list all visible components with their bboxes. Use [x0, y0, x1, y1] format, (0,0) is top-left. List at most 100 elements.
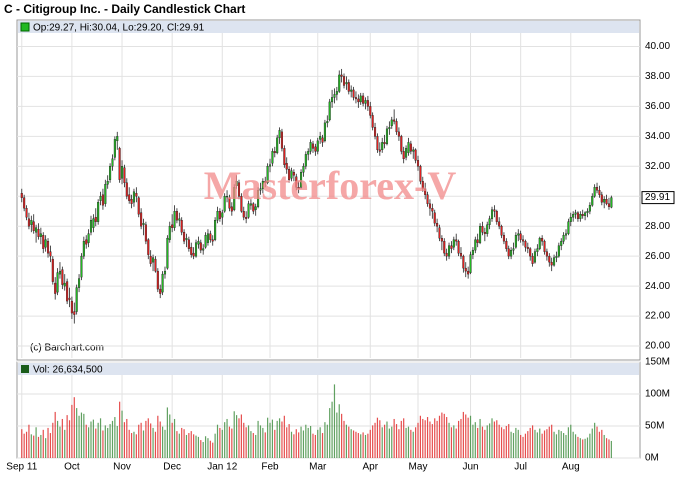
volume-bar	[582, 439, 584, 458]
candle-body	[374, 127, 377, 137]
volume-bar	[157, 415, 159, 458]
candle-body	[161, 273, 164, 293]
candle-body	[25, 208, 28, 218]
volume-bar	[321, 433, 324, 458]
volume-bar	[357, 433, 359, 458]
candle-body	[323, 122, 326, 142]
x-tick-label: Oct	[64, 462, 80, 473]
candle-body	[80, 255, 83, 278]
volume-bar	[372, 425, 374, 458]
volume-bar	[319, 427, 321, 458]
candle-body	[383, 142, 386, 145]
volume-bar	[436, 420, 438, 458]
volume-bar	[171, 422, 173, 458]
volume-bar	[290, 431, 293, 458]
volume-bar	[61, 418, 63, 458]
candle-body	[610, 197, 613, 208]
candle-body	[314, 146, 317, 152]
candle-body	[567, 221, 570, 234]
candle-body	[214, 220, 217, 240]
volume-bar	[73, 397, 75, 458]
candle-body	[510, 249, 513, 257]
volume-bar	[598, 431, 601, 458]
candle-body	[574, 212, 577, 215]
volume-tick-label: 0M	[645, 453, 659, 464]
volume-bar	[503, 429, 505, 458]
candle-body	[156, 270, 159, 290]
candle-body	[211, 239, 214, 242]
candle-body	[32, 221, 35, 231]
candle-body	[483, 231, 486, 234]
volume-bar	[603, 434, 605, 458]
volume-legend-swatch	[21, 365, 29, 373]
legend-bar	[18, 21, 639, 33]
volume-bar	[281, 421, 283, 458]
candle-body	[168, 226, 171, 240]
volume-bar	[97, 422, 99, 458]
candle-body	[264, 181, 267, 183]
volume-bar	[360, 434, 362, 458]
candle-body	[85, 239, 88, 245]
candle-body	[333, 94, 336, 98]
y-tick-label: 24.00	[645, 281, 670, 292]
candle-body	[564, 233, 568, 236]
volume-bar	[286, 427, 288, 458]
volume-bar	[145, 420, 147, 458]
candle-body	[490, 209, 494, 219]
volume-bar	[400, 420, 402, 458]
candle-body	[588, 205, 591, 212]
volume-bar	[138, 424, 140, 458]
volume-bar	[505, 426, 507, 458]
x-tick-label: May	[409, 462, 428, 473]
volume-bar	[236, 415, 238, 458]
volume-bar	[35, 427, 37, 458]
volume-bar	[450, 427, 453, 458]
candle-body	[113, 139, 116, 158]
candle-body	[209, 233, 212, 240]
volume-bar	[393, 418, 395, 458]
volume-bar	[102, 430, 104, 458]
volume-bar	[288, 424, 290, 458]
candle-body	[443, 240, 446, 254]
volume-bar	[512, 433, 515, 458]
candle-body	[548, 255, 551, 263]
volume-bar	[426, 417, 429, 458]
volume-bar	[472, 424, 474, 458]
candle-body	[381, 142, 384, 151]
candle-body	[56, 272, 59, 293]
candle-body	[104, 184, 107, 204]
volume-bar	[586, 437, 589, 458]
volume-bar	[176, 431, 178, 458]
candle-body	[593, 187, 596, 197]
volume-bar	[193, 434, 195, 458]
volume-bar	[45, 438, 47, 458]
volume-bar	[395, 424, 398, 458]
volume-bar	[305, 424, 307, 458]
x-tick-label: Jul	[514, 462, 527, 473]
candle-body	[376, 136, 379, 151]
candle-body	[500, 226, 503, 236]
candle-body	[600, 194, 603, 203]
volume-bar	[21, 429, 23, 458]
candle-body	[340, 74, 343, 77]
volume-bar	[574, 434, 577, 458]
volume-bar	[212, 442, 214, 458]
volume-bar	[269, 422, 271, 458]
candle-body	[390, 119, 393, 127]
volume-bar	[589, 433, 591, 458]
candle-body	[421, 181, 424, 189]
candle-body	[223, 196, 226, 212]
candle-body	[297, 187, 300, 189]
volume-bar	[565, 434, 567, 458]
volume-bar	[142, 430, 145, 458]
axes: 20.0022.0024.0026.0028.0030.0032.0034.00…	[6, 41, 675, 473]
candle-body	[228, 197, 231, 209]
candle-body	[326, 121, 329, 124]
candle-body	[335, 91, 338, 95]
candle-body	[603, 199, 606, 203]
candle-body	[393, 119, 396, 122]
candle-body	[545, 251, 548, 257]
volume-bar	[173, 418, 176, 458]
candle-body	[159, 288, 162, 294]
volume-bar	[233, 411, 235, 458]
